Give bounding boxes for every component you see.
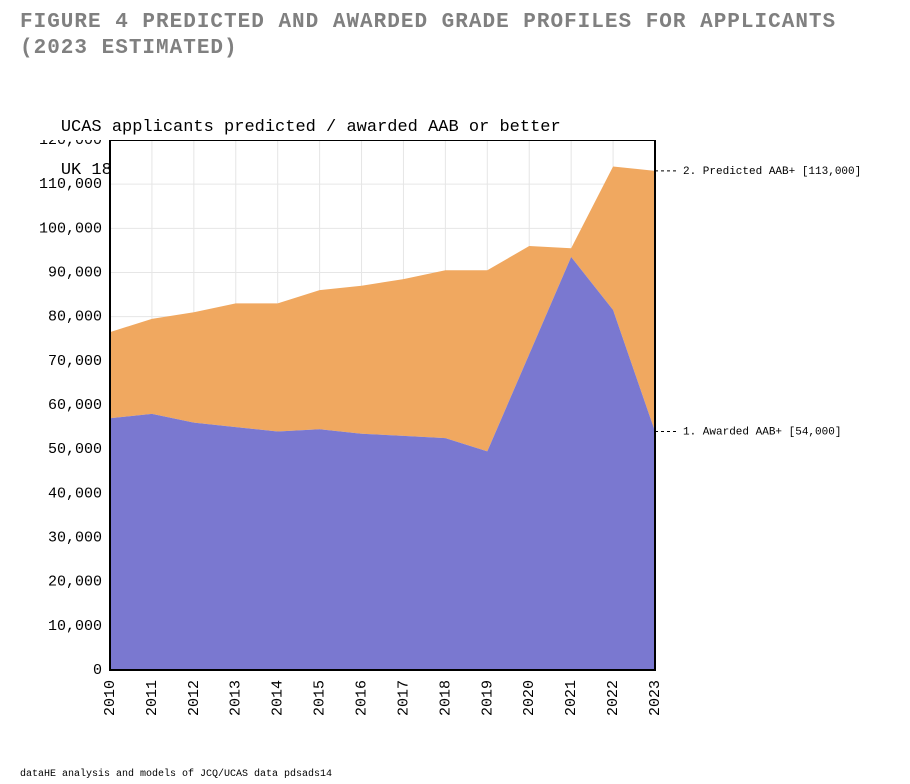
y-tick: 50,000 bbox=[48, 441, 102, 458]
x-tick: 2021 bbox=[563, 680, 580, 716]
svg-text:70,000: 70,000 bbox=[48, 353, 102, 370]
svg-text:2016: 2016 bbox=[354, 680, 371, 716]
y-tick: 120,000 bbox=[39, 140, 102, 149]
svg-text:1. Awarded AAB+ [54,000]: 1. Awarded AAB+ [54,000] bbox=[683, 426, 841, 438]
x-tick: 2020 bbox=[521, 680, 538, 716]
svg-text:2012: 2012 bbox=[186, 680, 203, 716]
y-tick: 80,000 bbox=[48, 309, 102, 326]
svg-text:2013: 2013 bbox=[228, 680, 245, 716]
svg-text:10,000: 10,000 bbox=[48, 618, 102, 635]
x-tick: 2010 bbox=[102, 680, 119, 716]
svg-text:2018: 2018 bbox=[437, 680, 454, 716]
annotation-awarded: 1. Awarded AAB+ [54,000] bbox=[655, 426, 841, 438]
x-tick: 2018 bbox=[437, 680, 454, 716]
x-tick: 2017 bbox=[395, 680, 412, 716]
svg-text:100,000: 100,000 bbox=[39, 220, 102, 237]
y-tick: 110,000 bbox=[39, 176, 102, 193]
svg-text:80,000: 80,000 bbox=[48, 309, 102, 326]
y-tick: 40,000 bbox=[48, 485, 102, 502]
svg-text:90,000: 90,000 bbox=[48, 264, 102, 281]
x-tick: 2011 bbox=[144, 680, 161, 716]
svg-text:0: 0 bbox=[93, 662, 102, 679]
svg-text:2017: 2017 bbox=[395, 680, 412, 716]
svg-text:2023: 2023 bbox=[647, 680, 664, 716]
svg-text:110,000: 110,000 bbox=[39, 176, 102, 193]
page: FIGURE 4 PREDICTED AND AWARDED GRADE PRO… bbox=[0, 0, 910, 784]
svg-text:40,000: 40,000 bbox=[48, 485, 102, 502]
svg-text:120,000: 120,000 bbox=[39, 140, 102, 149]
y-tick: 20,000 bbox=[48, 574, 102, 591]
svg-text:20,000: 20,000 bbox=[48, 574, 102, 591]
x-tick: 2016 bbox=[354, 680, 371, 716]
chart-subtitle-line1: UCAS applicants predicted / awarded AAB … bbox=[61, 118, 561, 137]
area-chart: 0 10,000 20,000 30,000 40,000 50,000 60,000 70,… bbox=[20, 140, 890, 750]
svg-text:2020: 2020 bbox=[521, 680, 538, 716]
chart-container: 0 10,000 20,000 30,000 40,000 50,000 60,000 70,… bbox=[20, 140, 890, 750]
x-tick: 2023 bbox=[647, 680, 664, 716]
y-tick: 100,000 bbox=[39, 220, 102, 237]
annotation-predicted: 2. Predicted AAB+ [113,000] bbox=[655, 166, 861, 178]
x-tick: 2012 bbox=[186, 680, 203, 716]
y-tick: 90,000 bbox=[48, 264, 102, 281]
svg-text:2019: 2019 bbox=[479, 680, 496, 716]
x-tick: 2022 bbox=[605, 680, 622, 716]
svg-text:2015: 2015 bbox=[312, 680, 329, 716]
y-tick: 70,000 bbox=[48, 353, 102, 370]
svg-text:2014: 2014 bbox=[270, 680, 287, 716]
svg-text:60,000: 60,000 bbox=[48, 397, 102, 414]
figure-title: FIGURE 4 PREDICTED AND AWARDED GRADE PRO… bbox=[20, 10, 860, 63]
y-tick: 0 bbox=[93, 662, 102, 679]
svg-text:2010: 2010 bbox=[102, 680, 119, 716]
x-tick: 2015 bbox=[312, 680, 329, 716]
y-tick: 60,000 bbox=[48, 397, 102, 414]
svg-text:2022: 2022 bbox=[605, 680, 622, 716]
svg-text:2011: 2011 bbox=[144, 680, 161, 716]
footnote: dataHE analysis and models of JCQ/UCAS d… bbox=[20, 769, 332, 780]
x-tick: 2013 bbox=[228, 680, 245, 716]
y-tick: 30,000 bbox=[48, 529, 102, 546]
x-tick: 2014 bbox=[270, 680, 287, 716]
svg-text:50,000: 50,000 bbox=[48, 441, 102, 458]
svg-text:2021: 2021 bbox=[563, 680, 580, 716]
x-tick: 2019 bbox=[479, 680, 496, 716]
y-tick: 10,000 bbox=[48, 618, 102, 635]
svg-text:2. Predicted AAB+ [113,000]: 2. Predicted AAB+ [113,000] bbox=[683, 166, 861, 178]
svg-text:30,000: 30,000 bbox=[48, 529, 102, 546]
